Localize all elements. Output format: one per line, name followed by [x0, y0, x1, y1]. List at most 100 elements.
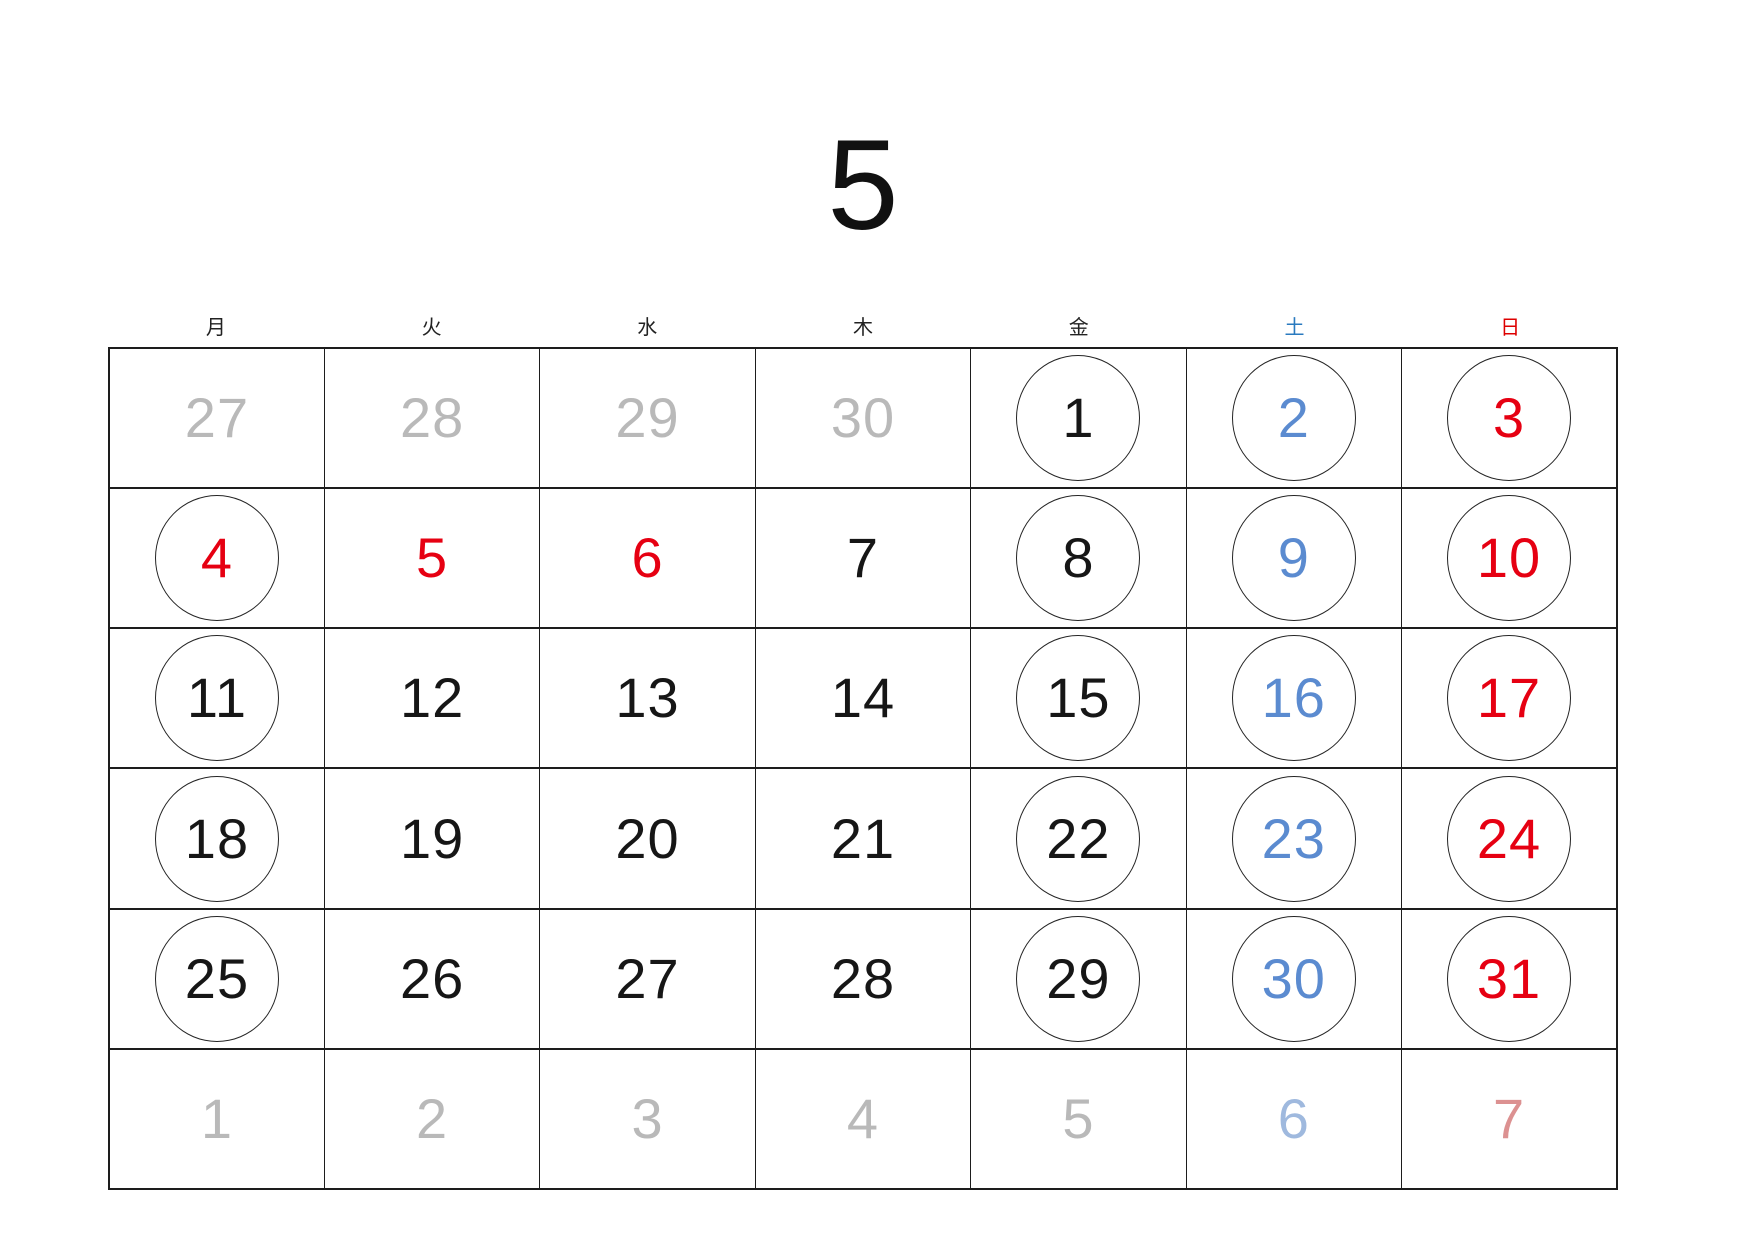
date-number: 27	[184, 386, 250, 450]
date-cell: 25	[108, 907, 325, 1050]
date-number: 18	[184, 806, 250, 870]
date-cell: 4	[108, 487, 325, 630]
date-circle: 28	[801, 916, 925, 1042]
date-cell: 22	[970, 767, 1187, 910]
calendar-row: 25 26 27 28 29 30 31	[108, 907, 1618, 1050]
date-cell: 3	[1401, 346, 1618, 490]
date-cell: 29	[970, 907, 1187, 1050]
date-circle: 3	[1447, 355, 1572, 482]
date-number: 17	[1476, 666, 1542, 730]
date-number: 11	[186, 666, 248, 730]
date-number: 1	[200, 1086, 234, 1150]
date-cell: 23	[1185, 767, 1403, 910]
date-cell: 30	[1185, 907, 1403, 1050]
date-number: 31	[1476, 946, 1542, 1010]
date-cell: 20	[539, 767, 756, 910]
date-number: 22	[1046, 806, 1111, 870]
date-number: 21	[830, 806, 896, 870]
date-number: 12	[399, 666, 465, 730]
date-circle: 1	[155, 1056, 279, 1182]
date-cell: 24	[1401, 767, 1618, 910]
month-title: 5	[827, 114, 899, 257]
date-cell: 27	[539, 907, 756, 1050]
date-number: 3	[1492, 386, 1526, 450]
date-number: 27	[615, 946, 680, 1010]
date-circle: 19	[370, 776, 494, 902]
date-circle: 26	[370, 916, 494, 1042]
weekday-label-thu: 木	[853, 317, 874, 339]
date-circle: 12	[370, 635, 494, 761]
date-number: 7	[1492, 1086, 1526, 1150]
date-circle: 5	[1016, 1056, 1140, 1182]
date-circle: 29	[586, 355, 710, 481]
date-cell: 27	[108, 346, 325, 490]
date-cell: 14	[754, 627, 972, 770]
date-circle: 14	[801, 635, 925, 761]
date-cell: 21	[754, 767, 972, 910]
date-number: 6	[631, 526, 664, 590]
date-number: 30	[830, 386, 896, 450]
calendar-row: 27 28 29 30 1 2 3	[108, 346, 1618, 490]
weekday-label-tue: 火	[421, 317, 442, 339]
date-cell: 7	[1401, 1047, 1618, 1191]
date-circle: 7	[1447, 1056, 1571, 1182]
date-number: 5	[416, 526, 449, 590]
date-number: 28	[830, 946, 896, 1010]
weekday-label-sat: 土	[1284, 317, 1305, 339]
date-circle: 9	[1231, 495, 1356, 622]
date-cell: 5	[970, 1047, 1187, 1191]
date-circle: 15	[1016, 635, 1141, 762]
date-cell: 3	[539, 1047, 756, 1191]
date-number: 5	[1062, 1086, 1095, 1150]
weekday-label-mon: 月	[205, 317, 226, 339]
date-circle: 27	[155, 355, 279, 481]
date-number: 29	[615, 386, 680, 450]
date-cell: 6	[1185, 1047, 1403, 1191]
date-number: 16	[1261, 666, 1326, 730]
date-number: 26	[399, 946, 465, 1010]
date-circle: 8	[1016, 495, 1141, 622]
date-number: 15	[1046, 666, 1111, 730]
date-number: 2	[416, 1086, 449, 1150]
weekday-label-fri: 金	[1068, 317, 1089, 339]
calendar-table: 27 28 29 30 1 2 3 4 5 6 7 8 9 10 11 12 1…	[108, 346, 1618, 1191]
date-cell: 16	[1185, 627, 1403, 770]
date-number: 20	[615, 806, 680, 870]
date-cell: 2	[323, 1047, 541, 1191]
date-cell: 2	[1185, 346, 1403, 490]
date-number: 14	[830, 666, 896, 730]
date-circle: 10	[1447, 495, 1572, 622]
date-circle: 27	[586, 916, 710, 1042]
date-cell: 11	[108, 627, 325, 770]
date-cell: 8	[970, 487, 1187, 630]
date-cell: 29	[539, 346, 756, 490]
date-number: 13	[615, 666, 680, 730]
date-number: 23	[1261, 806, 1326, 870]
date-cell: 18	[108, 767, 325, 910]
date-number: 28	[399, 386, 465, 450]
date-cell: 1	[970, 346, 1187, 490]
date-circle: 30	[801, 355, 925, 481]
date-cell: 31	[1401, 907, 1618, 1050]
date-number: 9	[1277, 526, 1310, 590]
date-circle: 1	[1016, 355, 1141, 482]
date-circle: 17	[1447, 635, 1572, 762]
date-cell: 28	[754, 907, 972, 1050]
date-circle: 4	[801, 1056, 925, 1182]
date-circle: 11	[154, 635, 279, 762]
calendar-row: 18 19 20 21 22 23 24	[108, 767, 1618, 910]
date-number: 10	[1476, 526, 1542, 590]
weekday-header: 月 火 水 木 金 土 日	[108, 316, 1618, 340]
date-number: 2	[1277, 386, 1310, 450]
date-number: 4	[200, 526, 234, 590]
date-cell: 17	[1401, 627, 1618, 770]
date-cell: 10	[1401, 487, 1618, 630]
date-circle: 21	[801, 776, 925, 902]
date-circle: 7	[801, 495, 925, 621]
date-number: 3	[631, 1086, 664, 1150]
date-cell: 7	[754, 487, 972, 630]
weekday-label-wed: 水	[637, 317, 658, 339]
date-circle: 5	[370, 495, 494, 621]
weekday-label-sun: 日	[1500, 317, 1521, 339]
date-number: 8	[1062, 526, 1095, 590]
